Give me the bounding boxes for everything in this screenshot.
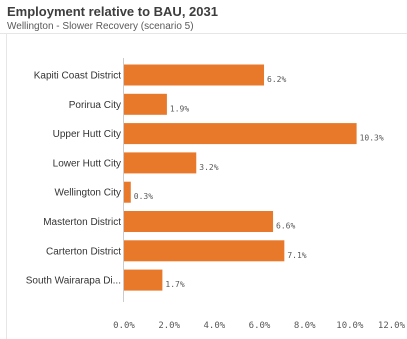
x-tick-label: 10.0% xyxy=(336,321,364,331)
value-label: 1.7% xyxy=(165,280,184,289)
value-label: 3.2% xyxy=(199,163,218,172)
bars-group xyxy=(123,58,357,302)
value-label: 1.9% xyxy=(170,104,189,113)
category-label: Lower Hutt City xyxy=(53,158,121,169)
value-label: 6.2% xyxy=(267,75,286,84)
category-labels-group: Kapiti Coast District Porirua City Upper H… xyxy=(26,71,121,287)
x-tick-label: 6.0% xyxy=(249,321,271,331)
category-label: Porirua City xyxy=(69,100,121,111)
value-label: 7.1% xyxy=(287,251,306,260)
value-label: 6.6% xyxy=(276,222,295,231)
bar[interactable] xyxy=(124,152,197,174)
chart-subtitle: Wellington - Slower Recovery (scenario 5… xyxy=(7,21,194,32)
panel-border xyxy=(6,33,7,339)
category-label: Wellington City xyxy=(54,188,121,199)
bar[interactable] xyxy=(124,93,167,115)
x-tick-label: 2.0% xyxy=(158,321,180,331)
x-axis-ticks-group: 0.0% 2.0% 4.0% 6.0% 8.0% 10.0% 12.0% xyxy=(113,321,405,331)
x-tick-label: 4.0% xyxy=(203,321,225,331)
category-label: Kapiti Coast District xyxy=(34,71,121,82)
category-label: Masterton District xyxy=(43,217,121,228)
x-tick-label: 8.0% xyxy=(294,321,316,331)
bar[interactable] xyxy=(124,269,163,291)
category-label: South Wairarapa Di... xyxy=(26,276,121,287)
value-label: 0.3% xyxy=(134,192,153,201)
value-label: 10.3% xyxy=(360,134,384,143)
category-label: Carterton District xyxy=(46,246,121,257)
bar[interactable] xyxy=(124,240,285,262)
bar[interactable] xyxy=(124,211,274,232)
x-tick-label: 12.0% xyxy=(378,321,406,331)
chart-title: Employment relative to BAU, 2031 xyxy=(7,4,218,19)
header-divider xyxy=(0,33,407,34)
bar[interactable] xyxy=(124,123,357,145)
category-label: Upper Hutt City xyxy=(53,129,121,140)
x-tick-label: 0.0% xyxy=(113,321,135,331)
bar[interactable] xyxy=(124,64,265,86)
value-labels-group: 6.2% 1.9% 10.3% 3.2% 0.3% 6.6% 7.1% 1.7% xyxy=(134,75,384,289)
bar[interactable] xyxy=(124,181,131,203)
